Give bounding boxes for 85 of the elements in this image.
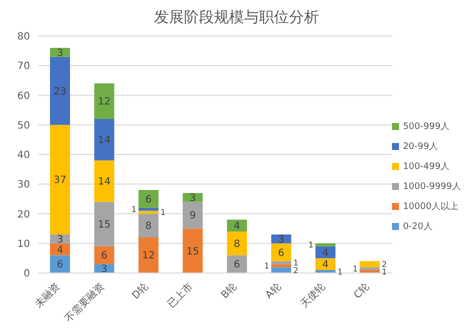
data-label: 3 [101,264,108,276]
data-label: 4 [56,244,64,256]
data-label: 4 [322,248,329,259]
bar [182,202,203,229]
data-label: 6 [56,260,64,271]
legend-label: 500-999人 [402,120,451,133]
data-label: 12 [98,96,111,108]
bar [271,243,292,262]
y-tick-label: 0 [24,268,30,280]
data-label: 1 [131,205,136,214]
bar [315,243,336,246]
y-tick-label: 50 [17,120,30,132]
bar [138,237,158,273]
data-label: 3 [56,48,64,59]
bar [94,202,114,246]
bar [94,246,114,264]
bar [138,214,158,238]
legend-label: 0-20人 [402,220,434,233]
bar [226,220,247,232]
y-tick-label: 30 [17,180,30,191]
x-tick-label: 未融资 [32,280,62,310]
data-label: 1 [264,261,270,270]
bar [271,267,292,273]
data-label: 3 [56,234,64,246]
bar [94,160,114,202]
data-label: 37 [54,175,66,186]
legend-label: 1000-9999人 [402,180,461,193]
y-tick-label: 20 [17,209,30,220]
x-tick-label: D轮 [130,280,151,302]
bar [182,228,203,273]
bar [360,267,380,270]
data-label: 1 [308,240,314,250]
y-tick-label: 80 [17,32,30,43]
bar [315,258,336,270]
x-tick-label: 不需要融资 [62,280,106,324]
x-tick-label: 已上市 [165,280,195,310]
x-tick-label: A轮 [263,280,284,302]
y-tick-label: 40 [17,150,30,162]
data-label: 14 [98,176,111,188]
chart-title: 发展阶段规模与职位分析 [153,8,320,28]
bar [271,264,292,268]
bar [138,190,158,208]
bar [271,261,292,264]
y-tick-label: 70 [17,61,30,72]
bar [138,210,158,214]
bar [50,56,70,125]
y-tick-label: 10 [17,238,30,250]
bar [50,124,70,234]
data-label: 6 [278,248,284,259]
bar [138,208,158,211]
x-tick-label: B轮 [218,280,240,302]
bar [94,83,114,119]
data-label: 1 [293,258,298,268]
data-label: 1 [382,267,387,276]
data-label: 9 [190,210,196,222]
bar [226,232,247,256]
x-tick-label: 天使轮 [298,280,328,310]
data-label: 14 [98,135,111,146]
legend-label: 20-99人 [402,140,440,153]
data-label: 3 [278,234,284,246]
data-label: 1 [337,267,343,276]
data-label: 12 [142,250,155,262]
data-label: 23 [54,86,66,98]
bar [360,261,380,268]
x-tick-label: C轮 [351,280,372,302]
bar [94,118,114,160]
bar [50,255,70,273]
data-label: 3 [190,192,196,204]
y-tick-label: 60 [17,90,30,102]
data-label: 8 [145,221,152,232]
data-label: 6 [101,250,108,262]
data-label: 1 [160,208,166,218]
bar [226,255,247,273]
data-label: 2 [293,266,298,275]
data-label: 6 [145,194,152,206]
data-label: 8 [234,238,240,250]
data-label: 2 [382,260,387,269]
data-label: 4 [322,260,329,271]
data-label: 1 [352,264,358,274]
data-label: 15 [186,246,200,258]
legend-label: 10000人以上 [402,200,460,213]
data-label: 15 [98,220,111,231]
data-label: 4 [234,221,240,232]
data-label: 6 [234,260,240,271]
legend-label: 100-499人 [402,160,451,173]
